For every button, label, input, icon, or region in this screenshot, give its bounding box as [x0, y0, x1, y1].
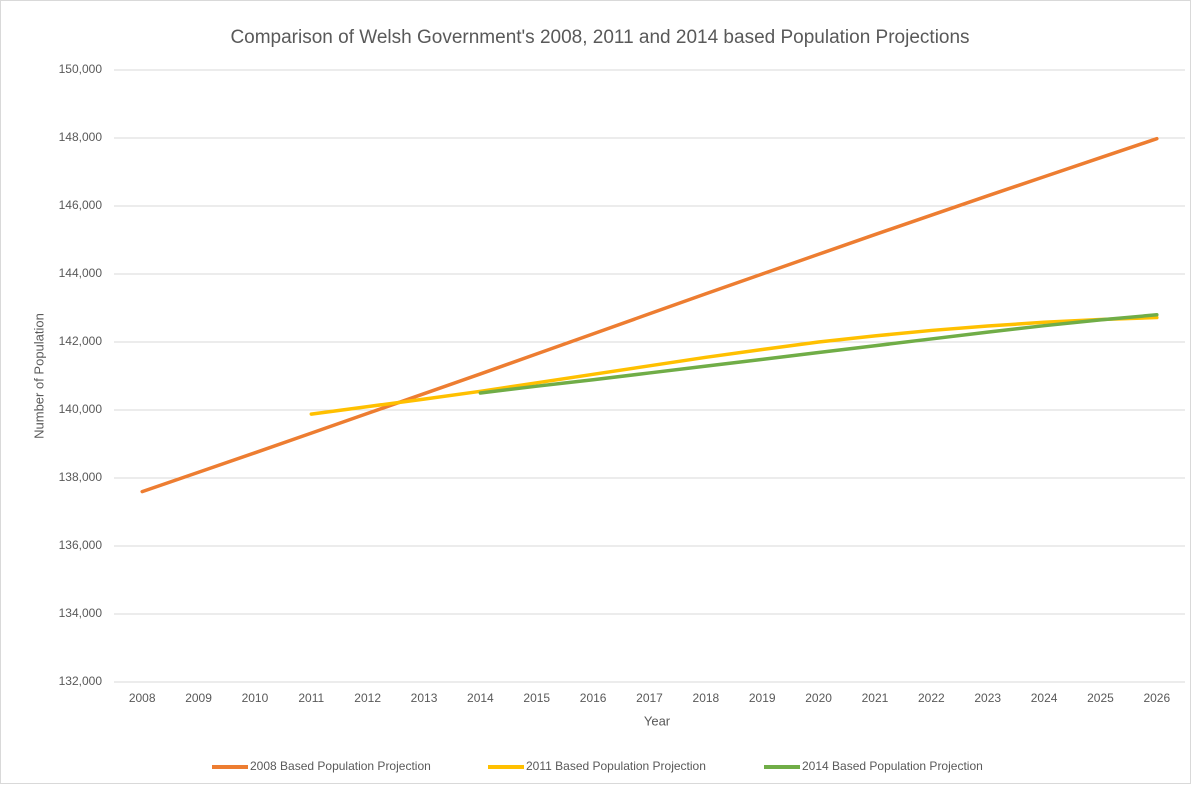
x-tick-label: 2023 [974, 691, 1001, 705]
y-tick-label: 140,000 [59, 402, 103, 416]
x-tick-label: 2021 [862, 691, 889, 705]
legend-label: 2014 Based Population Projection [802, 759, 983, 773]
x-tick-label: 2008 [129, 691, 156, 705]
series-line [140, 136, 1159, 494]
y-tick-label: 142,000 [59, 334, 103, 348]
x-axis-label: Year [644, 713, 671, 728]
x-tick-label: 2022 [918, 691, 945, 705]
x-tick-label: 2020 [805, 691, 832, 705]
x-tick-label: 2025 [1087, 691, 1114, 705]
y-tick-label: 148,000 [59, 130, 103, 144]
x-tick-label: 2017 [636, 691, 663, 705]
x-tick-label: 2011 [298, 691, 324, 705]
x-tick-label: 2013 [411, 691, 438, 705]
series-line [309, 315, 1159, 416]
y-tick-label: 150,000 [59, 62, 103, 76]
x-tick-label: 2026 [1143, 691, 1170, 705]
y-tick-label: 138,000 [59, 470, 103, 484]
x-tick-label: 2010 [242, 691, 269, 705]
y-tick-label: 134,000 [59, 606, 103, 620]
x-tick-label: 2015 [523, 691, 550, 705]
chart-title: Comparison of Welsh Government's 2008, 2… [230, 27, 969, 48]
x-tick-label: 2019 [749, 691, 776, 705]
y-tick-label: 146,000 [59, 198, 103, 212]
y-tick-label: 144,000 [59, 266, 103, 280]
y-tick-label: 132,000 [59, 674, 103, 688]
x-tick-label: 2014 [467, 691, 494, 705]
series-line [478, 313, 1159, 395]
x-tick-label: 2016 [580, 691, 607, 705]
legend-label: 2011 Based Population Projection [526, 759, 706, 773]
legend-label: 2008 Based Population Projection [250, 759, 431, 773]
x-tick-label: 2009 [185, 691, 212, 705]
x-tick-label: 2018 [693, 691, 720, 705]
x-tick-label: 2024 [1031, 691, 1058, 705]
y-axis-label: Number of Population [31, 313, 46, 439]
x-tick-label: 2012 [354, 691, 381, 705]
y-tick-label: 136,000 [59, 538, 103, 552]
